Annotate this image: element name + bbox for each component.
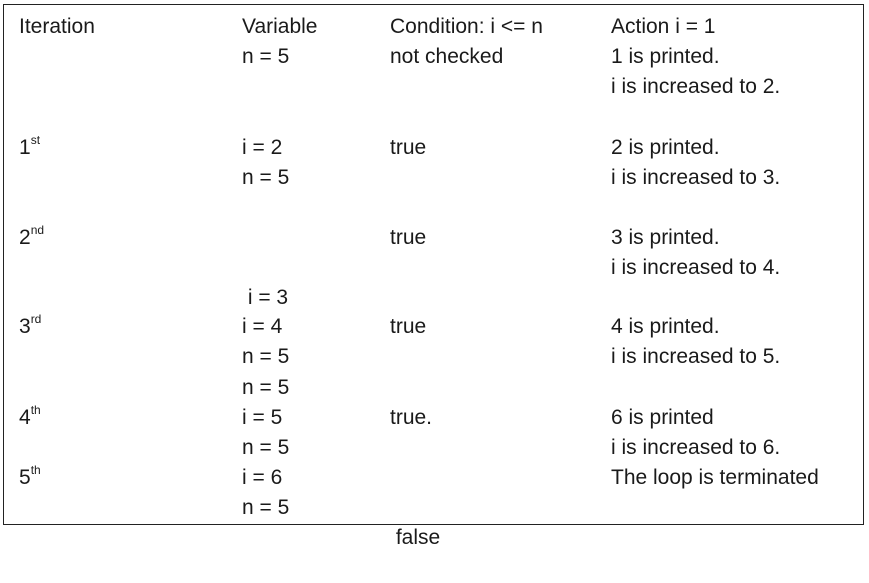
header-iteration-label: Iteration	[19, 15, 95, 38]
header-condition-value: not checked	[390, 45, 504, 68]
row-2-action-line-1: 3 is printed.	[611, 226, 720, 249]
header-iteration: Iteration	[19, 12, 95, 42]
header-action: Action i = 1 1 is printed. i is increase…	[611, 12, 780, 102]
row-1-condition-value: true	[390, 136, 427, 159]
row-5-action: The loop is terminated	[611, 463, 819, 493]
row-1-action-line-2: i is increased to 3.	[611, 166, 781, 189]
row-5-condition: false	[390, 463, 440, 583]
row-2-iteration-suffix: nd	[30, 223, 45, 237]
row-5-variable: i = 6 n = 5	[242, 463, 289, 523]
row-1-variable: i = 2 n = 5	[242, 133, 289, 193]
row-1-condition: true	[390, 133, 426, 163]
row-3-action: 4 is printed. i is increased to 5.	[611, 312, 780, 372]
row-5-variable-n: n = 5	[242, 496, 290, 519]
header-action-line-1: 1 is printed.	[611, 45, 720, 68]
row-1-iteration: 1st	[19, 133, 40, 163]
row-4-variable-n: n = 5	[242, 436, 290, 459]
row-5-variable-i: i = 6	[242, 466, 283, 489]
row-4-action: 6 is printed i is increased to 6.	[611, 403, 780, 463]
row-4-action-line-1: 6 is printed	[611, 406, 714, 429]
row-4-variable: i = 5 n = 5	[242, 403, 289, 463]
header-condition: Condition: i <= n not checked	[390, 12, 543, 72]
row-3-iteration-num: 3	[19, 315, 31, 338]
row-2-variable-n: n = 5	[242, 376, 290, 399]
row-4-action-line-2: i is increased to 6.	[611, 436, 781, 459]
row-1-variable-n: n = 5	[242, 166, 290, 189]
header-action-line-2: i is increased to 2.	[611, 75, 781, 98]
row-3-variable-i: i = 4	[242, 315, 283, 338]
row-4-variable-i: i = 5	[242, 406, 283, 429]
row-5-iteration-num: 5	[19, 466, 31, 489]
row-5-iteration: 5th	[19, 463, 41, 493]
row-4-condition: true.	[390, 403, 432, 433]
header-variable-label: Variable	[242, 15, 318, 38]
row-3-condition: true	[390, 312, 426, 342]
row-1-iteration-suffix: st	[30, 133, 41, 147]
row-2-iteration: 2nd	[19, 223, 44, 253]
header-action-label: Action i = 1	[611, 15, 716, 38]
row-2-iteration-num: 2	[19, 226, 31, 249]
row-5-condition-value: false	[390, 526, 441, 549]
row-2-condition-value: true	[390, 226, 427, 249]
row-5-iteration-suffix: th	[30, 463, 41, 477]
header-variable-value: n = 5	[242, 45, 290, 68]
row-1-action-line-1: 2 is printed.	[611, 136, 720, 159]
row-4-condition-value: true.	[390, 406, 433, 429]
row-1-iteration-num: 1	[19, 136, 31, 159]
row-3-iteration-suffix: rd	[30, 312, 42, 326]
row-3-iteration: 3rd	[19, 312, 41, 342]
loop-trace-table	[3, 4, 864, 525]
row-2-condition: true	[390, 223, 426, 253]
row-2-variable: i = 3 n = 5	[242, 223, 289, 433]
row-1-action: 2 is printed. i is increased to 3.	[611, 133, 780, 193]
row-2-action: 3 is printed. i is increased to 4.	[611, 223, 780, 283]
row-2-action-line-2: i is increased to 4.	[611, 256, 781, 279]
row-4-iteration: 4th	[19, 403, 41, 433]
row-3-action-line-1: 4 is printed.	[611, 315, 720, 338]
row-3-action-line-2: i is increased to 5.	[611, 345, 781, 368]
header-variable: Variable n = 5	[242, 12, 318, 72]
row-3-variable-n: n = 5	[242, 345, 290, 368]
row-5-action-line-1: The loop is terminated	[611, 466, 819, 489]
header-condition-label: Condition: i <= n	[390, 15, 543, 38]
row-4-iteration-num: 4	[19, 406, 31, 429]
row-4-iteration-suffix: th	[30, 403, 41, 417]
row-3-condition-value: true	[390, 315, 427, 338]
row-2-variable-i: i = 3	[242, 286, 289, 309]
row-1-variable-i: i = 2	[242, 136, 283, 159]
row-3-variable: i = 4 n = 5	[242, 312, 289, 372]
